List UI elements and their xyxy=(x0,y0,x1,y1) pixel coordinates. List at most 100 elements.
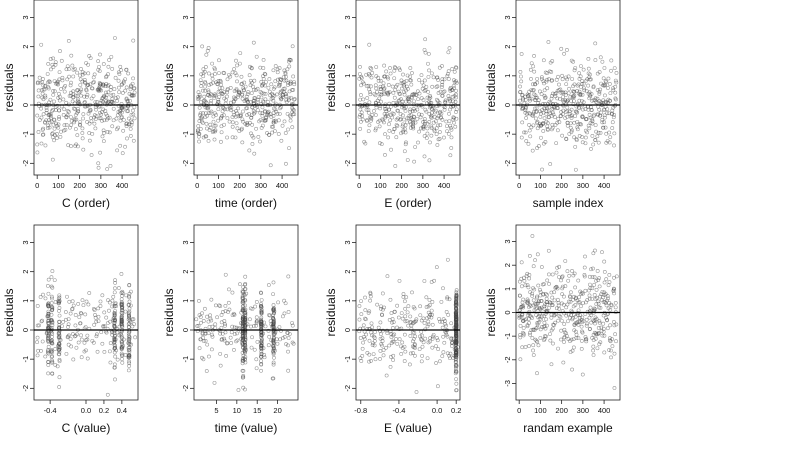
data-point xyxy=(406,323,411,328)
data-point xyxy=(442,340,447,345)
data-point xyxy=(259,311,264,316)
data-point xyxy=(545,77,549,82)
y-tick-label: -1 xyxy=(343,356,352,363)
data-point xyxy=(363,102,367,106)
data-point xyxy=(229,341,234,345)
data-point xyxy=(45,72,50,76)
x-tick-label: 100 xyxy=(52,181,65,190)
data-point xyxy=(534,116,538,121)
y-tick-label: 1 xyxy=(21,299,30,303)
data-point xyxy=(69,80,73,85)
data-point xyxy=(565,105,570,110)
data-point xyxy=(202,69,207,74)
data-point xyxy=(592,330,597,335)
data-point xyxy=(55,103,60,108)
data-point xyxy=(373,83,378,88)
data-point xyxy=(525,283,530,288)
data-point xyxy=(602,115,607,120)
data-point xyxy=(432,115,437,119)
data-point xyxy=(378,356,382,361)
data-point xyxy=(267,89,272,94)
data-point xyxy=(402,84,407,89)
data-point xyxy=(393,66,398,70)
data-point xyxy=(531,123,536,128)
data-point xyxy=(612,386,617,390)
data-point xyxy=(197,298,201,303)
data-point xyxy=(57,347,62,352)
data-point xyxy=(228,335,233,340)
data-point xyxy=(582,88,587,93)
data-point xyxy=(127,321,132,326)
data-point xyxy=(46,291,51,296)
data-point xyxy=(612,275,616,280)
data-point xyxy=(81,303,86,308)
data-point xyxy=(610,126,615,130)
data-point xyxy=(107,58,111,62)
data-point xyxy=(52,118,57,122)
data-point xyxy=(556,346,560,351)
data-point xyxy=(271,362,276,367)
data-point xyxy=(286,98,291,102)
data-point xyxy=(605,326,610,331)
data-point xyxy=(233,135,238,140)
data-point xyxy=(101,128,106,133)
data-point xyxy=(590,335,595,340)
data-point xyxy=(244,347,249,352)
data-point xyxy=(387,128,392,133)
data-point xyxy=(59,58,64,63)
data-point xyxy=(584,339,589,344)
data-point xyxy=(220,86,225,91)
data-point xyxy=(409,95,414,99)
data-point xyxy=(249,65,254,70)
data-point xyxy=(127,91,132,96)
data-point xyxy=(260,113,265,118)
data-point xyxy=(286,368,291,373)
data-point xyxy=(239,321,243,326)
data-point xyxy=(218,79,223,84)
data-point xyxy=(195,130,200,135)
data-point xyxy=(196,134,201,139)
data-point xyxy=(444,309,449,314)
data-point xyxy=(563,116,568,120)
data-point xyxy=(573,296,578,301)
data-point xyxy=(589,313,594,318)
data-point xyxy=(527,305,531,309)
data-point xyxy=(69,53,74,58)
data-point xyxy=(41,292,45,297)
y-tick-label: -1 xyxy=(503,131,512,138)
data-point xyxy=(53,60,58,65)
data-point xyxy=(271,360,276,365)
data-point xyxy=(439,111,444,116)
data-point xyxy=(454,107,459,112)
data-point xyxy=(107,308,111,313)
data-point xyxy=(594,302,599,306)
data-point xyxy=(418,313,423,318)
data-point xyxy=(390,320,394,325)
data-point xyxy=(275,67,280,72)
data-point xyxy=(358,64,362,69)
data-point xyxy=(113,36,117,40)
data-point xyxy=(266,343,271,348)
data-point xyxy=(124,85,129,90)
data-point xyxy=(448,86,453,90)
data-point xyxy=(557,82,561,87)
data-point xyxy=(203,338,208,343)
data-point xyxy=(264,80,268,84)
data-point xyxy=(583,107,588,111)
data-point xyxy=(243,274,248,279)
data-point xyxy=(241,296,245,301)
data-point xyxy=(410,109,415,114)
data-point xyxy=(422,117,427,121)
x-tick-label: 400 xyxy=(598,181,611,190)
data-point xyxy=(425,121,430,126)
scatter-points xyxy=(518,40,619,172)
data-point xyxy=(47,120,52,125)
data-point xyxy=(127,349,132,354)
data-point xyxy=(235,331,239,336)
data-point xyxy=(120,291,125,296)
data-point xyxy=(542,116,547,121)
data-point xyxy=(592,275,597,280)
data-point xyxy=(368,291,373,296)
data-point xyxy=(209,82,213,86)
